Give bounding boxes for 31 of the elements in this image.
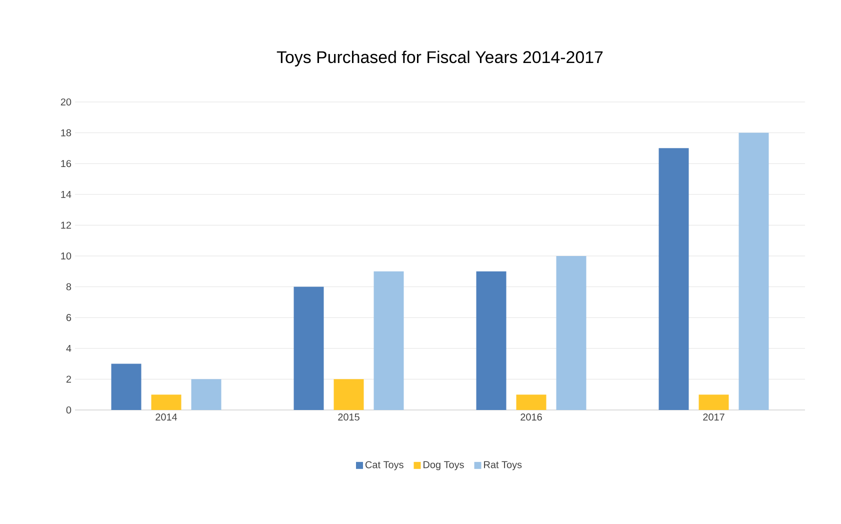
y-tick-label: 8 [66,283,72,290]
legend-label: Cat Toys [366,461,404,470]
y-tick-label: 4 [66,344,72,352]
bar [476,271,506,410]
bar [516,394,546,410]
x-tick-label: 2014 [156,414,178,421]
bar [556,256,586,410]
bar [738,132,769,410]
legend-label: Dog Toys [424,461,464,470]
bar [151,394,182,410]
bar [294,286,324,410]
bar [111,364,142,410]
y-tick-label: 18 [61,129,72,136]
bar [191,379,222,410]
bar [334,379,364,410]
bar [698,394,729,410]
x-tick-label: 2016 [520,414,542,421]
x-tick-label: 2017 [703,414,724,421]
x-tick-label: 2015 [338,414,360,421]
y-tick-label: 2 [66,376,71,383]
y-tick-label: 6 [66,314,72,322]
y-tick-label: 0 [66,406,72,414]
chart-title: Toys Purchased for Fiscal Years 2014-2017 [276,50,603,66]
y-tick-label: 16 [61,160,72,168]
y-tick-label: 10 [61,252,72,260]
bar [374,271,404,410]
y-tick-label: 14 [61,190,72,198]
legend-label: Rat Toys [484,461,522,470]
y-tick-label: 12 [61,222,71,229]
y-tick-label: 20 [60,98,72,106]
bar [658,148,689,410]
